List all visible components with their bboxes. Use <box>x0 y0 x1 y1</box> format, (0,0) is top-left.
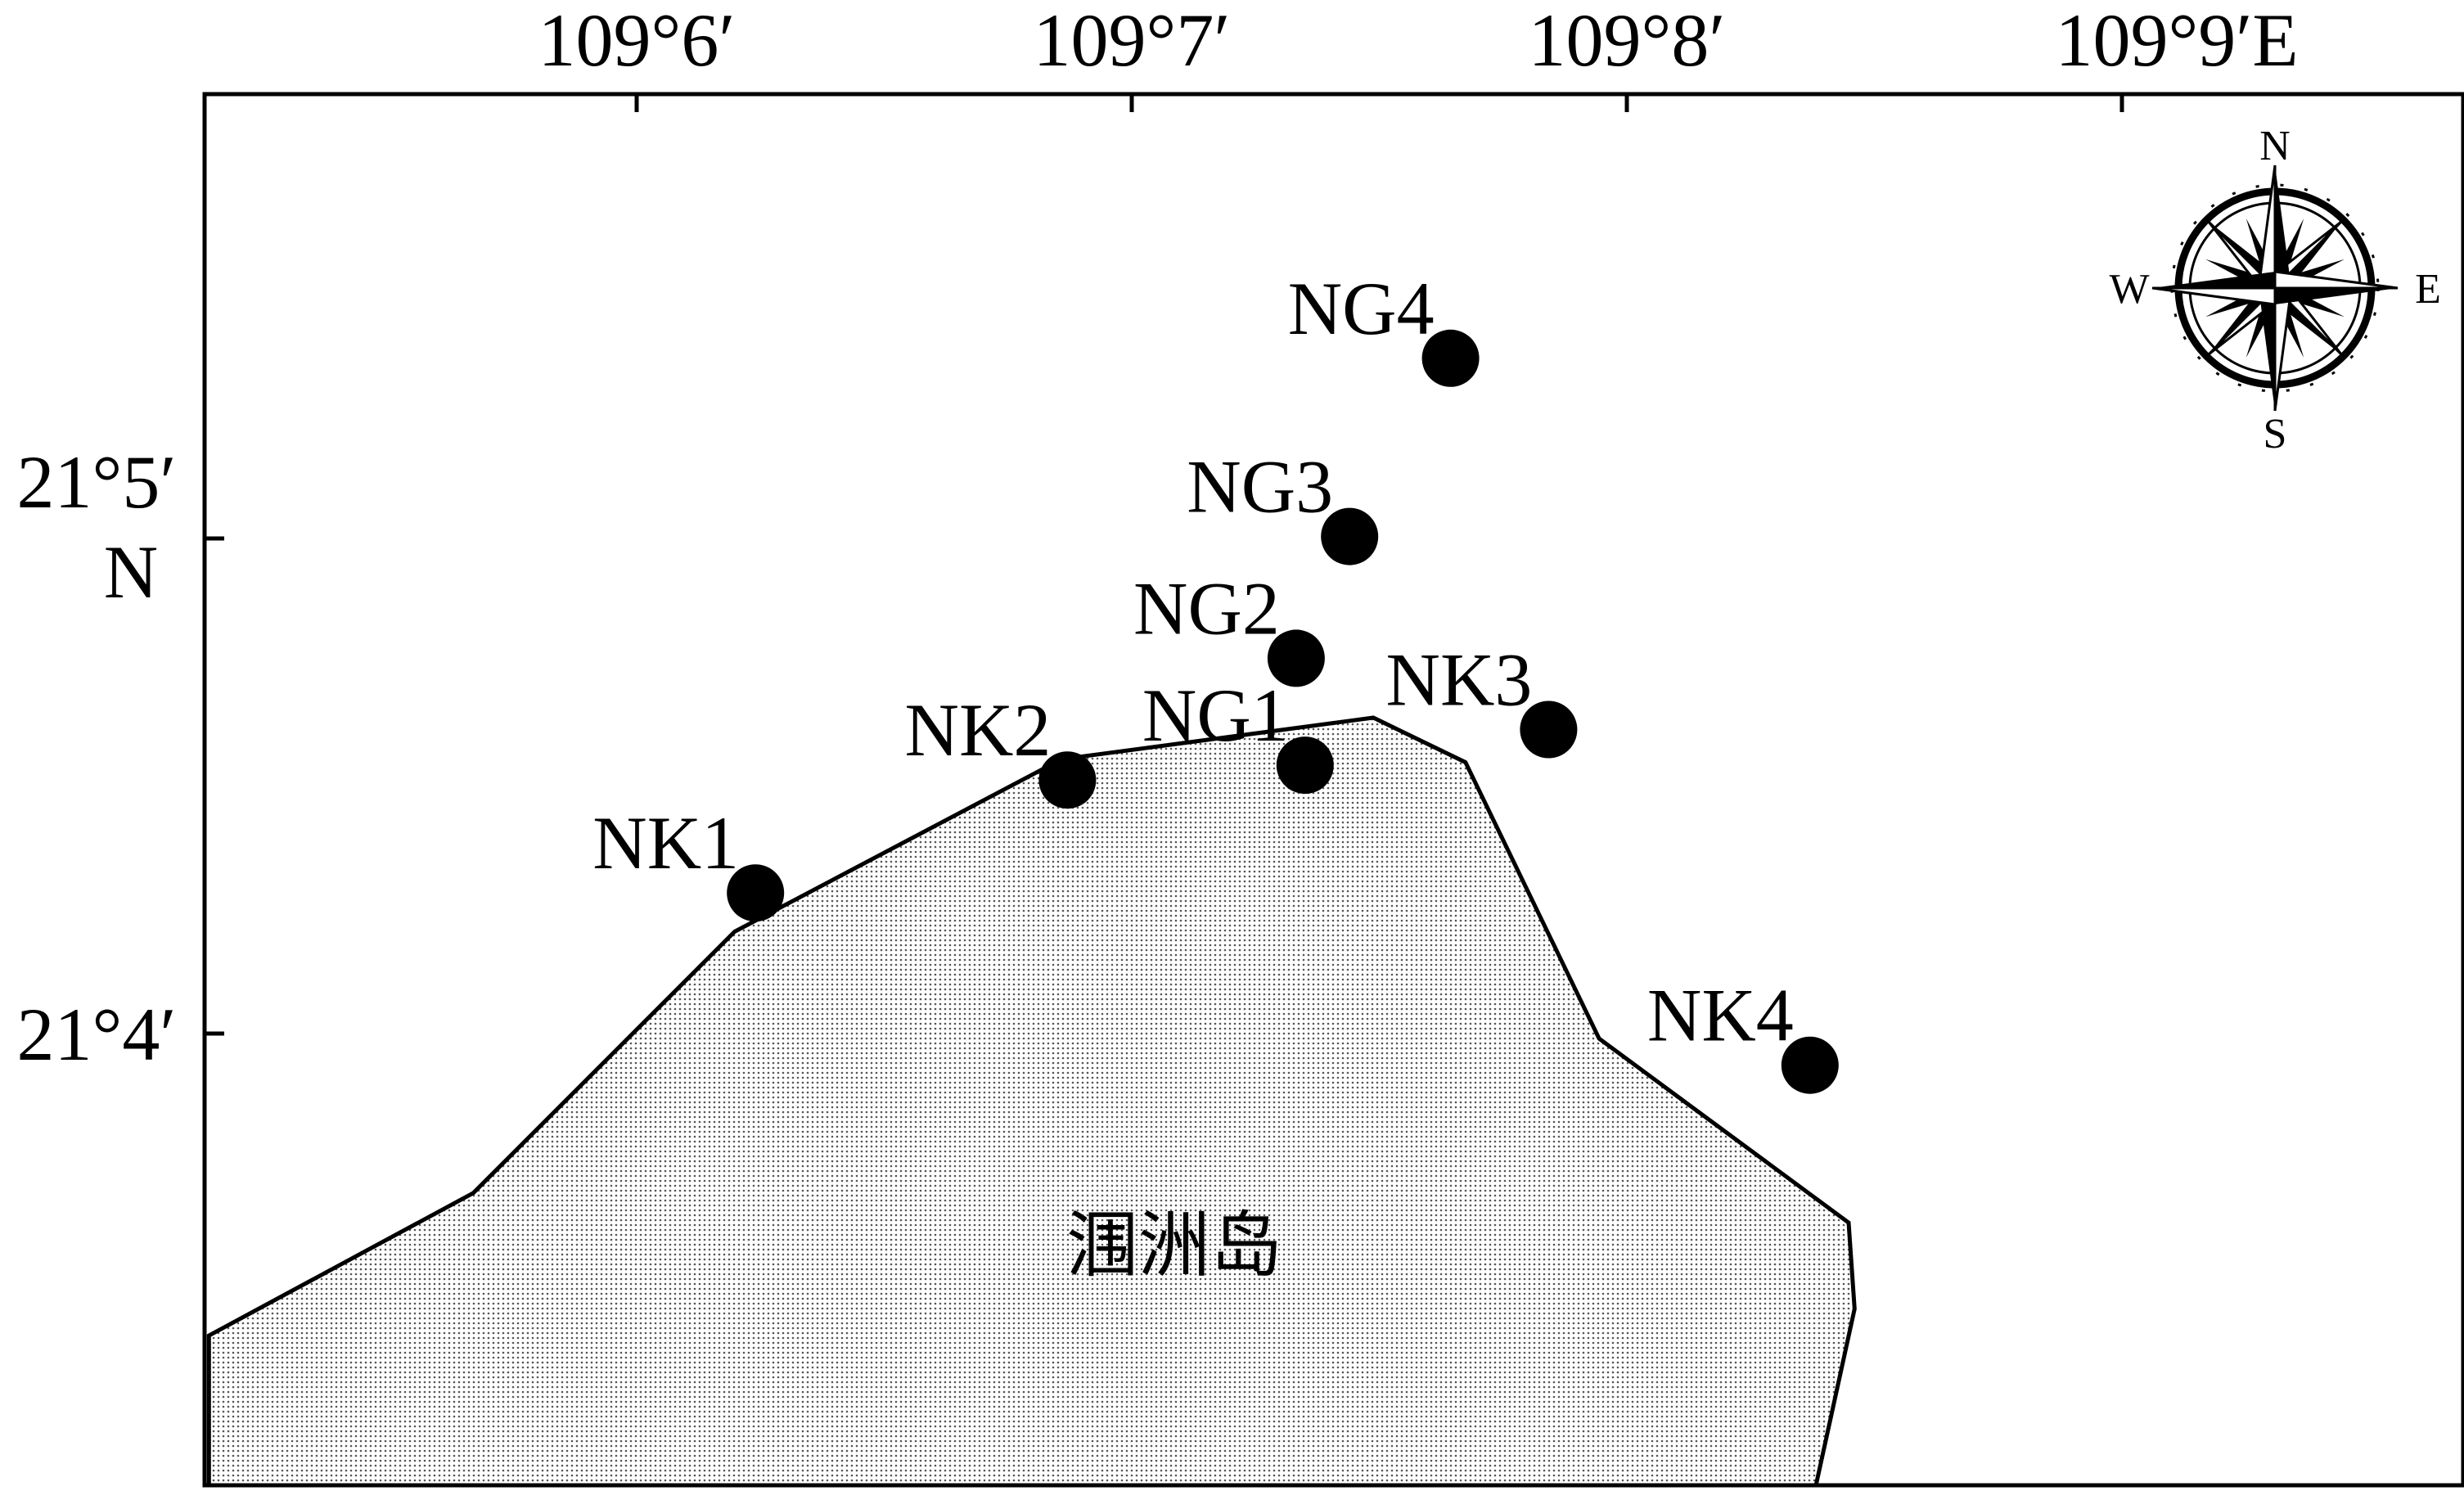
site-label: NK1 <box>592 801 739 885</box>
site-marker <box>727 864 785 922</box>
lon-tick-label: 109°7′ <box>1034 0 1231 82</box>
site-ng3: NG3 <box>1187 445 1379 565</box>
site-marker <box>1038 751 1097 809</box>
longitude-axis: 109°6′ 109°7′ 109°8′ 109°9′E <box>538 0 2299 112</box>
site-label: NK3 <box>1386 638 1533 722</box>
site-ng2: NG2 <box>1133 566 1325 687</box>
site-label: NK4 <box>1647 974 1794 1057</box>
site-marker <box>1276 736 1334 795</box>
site-nk4: NK4 <box>1647 974 1839 1094</box>
lon-tick-label: 109°8′ <box>1529 0 1726 82</box>
lat-tick-label-hemisphere: N <box>104 530 158 614</box>
site-marker <box>1267 629 1325 687</box>
site-label: NG2 <box>1133 566 1280 650</box>
lon-tick-label: 109°6′ <box>538 0 736 82</box>
lat-tick-label: 21°5′ <box>17 440 177 524</box>
island-name-label: 涠洲岛 <box>1066 1203 1282 1287</box>
map-frame <box>202 92 2464 1488</box>
site-marker <box>1781 1036 1839 1094</box>
compass-north-label: N <box>2259 123 2291 169</box>
compass-east-label: E <box>2415 266 2441 313</box>
site-label: NK2 <box>905 688 1052 772</box>
compass-south-label: S <box>2264 411 2287 457</box>
site-label: NG1 <box>1142 673 1289 757</box>
compass-west-label: W <box>2109 266 2149 313</box>
compass-rose: N S E W <box>2109 123 2440 457</box>
lat-tick-label: 21°4′ <box>17 993 177 1076</box>
site-marker <box>1421 329 1480 387</box>
site-label: NG3 <box>1187 445 1333 529</box>
compass-cardinal-points <box>2151 164 2399 412</box>
site-nk3: NK3 <box>1386 638 1578 759</box>
site-ng4: NG4 <box>1288 267 1480 387</box>
site-marker <box>1321 507 1379 565</box>
site-ng1: NG1 <box>1142 673 1334 795</box>
island-group: 涠洲岛 <box>206 715 1857 1488</box>
site-marker <box>1520 700 1578 759</box>
island-shape <box>206 715 1857 1488</box>
sampling-sites: NK1 NK2 NG1 NG2 NG3 NG4 NK3 NK4 <box>592 267 1839 1094</box>
site-label: NG4 <box>1288 267 1435 350</box>
lon-tick-label: 109°9′E <box>2055 0 2298 82</box>
site-nk2: NK2 <box>905 688 1097 809</box>
latitude-axis: 21°5′ N 21°4′ <box>17 440 224 1076</box>
site-nk1: NK1 <box>592 801 785 922</box>
